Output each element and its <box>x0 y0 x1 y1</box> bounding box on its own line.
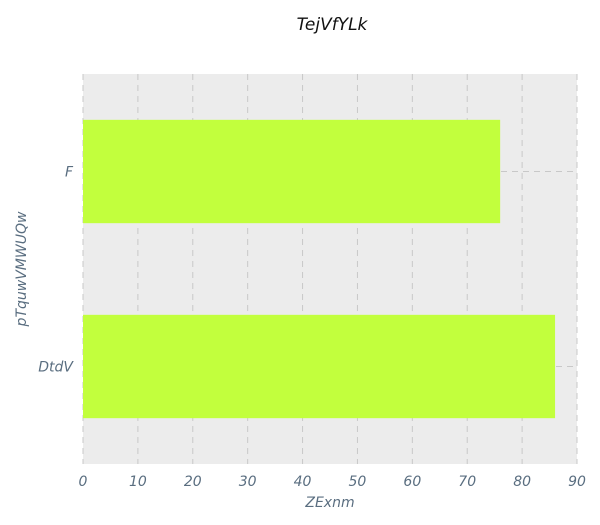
y-tick-label-1: DtdV <box>38 360 74 376</box>
y-tick-label-0: F <box>65 165 74 181</box>
x-tick-label-3: 30 <box>239 474 257 490</box>
chart-title: TejVfYLk <box>297 15 369 35</box>
x-tick-label-6: 60 <box>403 474 421 490</box>
x-tick-label-8: 80 <box>513 474 531 490</box>
bar-DtdV <box>83 314 556 419</box>
bar-F <box>83 119 501 224</box>
x-tick-label-4: 40 <box>294 474 312 490</box>
x-tick-label-0: 0 <box>79 474 88 490</box>
x-tick-label-1: 10 <box>129 474 147 490</box>
x-tick-label-7: 70 <box>458 474 476 490</box>
y-tick-labels: F DtdV <box>38 165 74 376</box>
x-tick-label-9: 90 <box>568 474 586 490</box>
x-tick-label-2: 20 <box>184 474 202 490</box>
bars <box>83 119 556 419</box>
x-tick-labels: 0 10 20 30 40 50 60 70 80 90 <box>79 474 586 490</box>
x-axis-label: ZExnm <box>304 495 354 511</box>
x-tick-label-5: 50 <box>349 474 367 490</box>
y-axis-label: pTquwVMWUQw <box>14 211 30 327</box>
